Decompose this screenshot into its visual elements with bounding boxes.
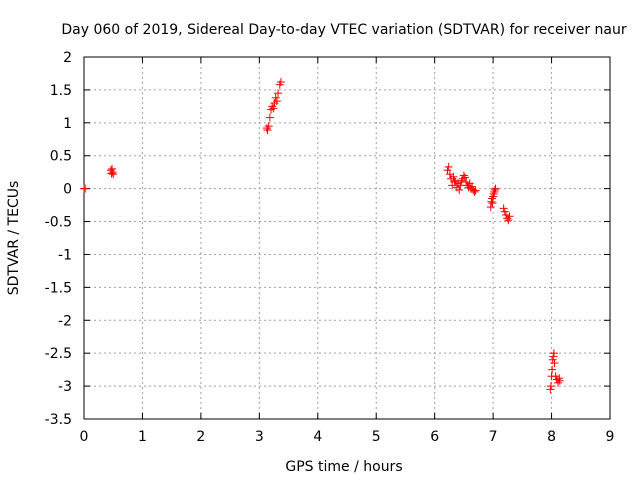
y-tick-label: -3 [58, 379, 72, 395]
data-point [107, 169, 116, 178]
y-axis-label: SDTVAR / TECUs [6, 181, 22, 296]
data-point [488, 199, 497, 208]
data-point [457, 176, 466, 185]
data-point [487, 194, 496, 203]
grid-lines [84, 57, 610, 419]
x-tick-label: 4 [313, 429, 322, 445]
data-point [490, 187, 499, 196]
y-tick-label: -0.5 [45, 215, 72, 231]
data-point [271, 93, 280, 102]
y-tick-label: 1 [63, 116, 72, 132]
data-point [490, 185, 499, 194]
data-point [81, 184, 90, 193]
data-point [548, 355, 557, 364]
y-tick-label: -2 [58, 313, 72, 329]
data-point [269, 104, 278, 113]
y-tick-label: -1.5 [45, 280, 72, 296]
data-point [459, 171, 468, 180]
data-point [491, 184, 500, 193]
data-point [546, 382, 555, 391]
data-point [455, 185, 464, 194]
data-point [263, 126, 272, 135]
data-point [462, 178, 471, 187]
data-point [274, 89, 283, 98]
data-point [108, 168, 117, 177]
data-point [489, 189, 498, 198]
y-tick-label: 0 [63, 182, 72, 198]
data-point [456, 181, 465, 190]
data-point [551, 372, 560, 381]
data-point [449, 172, 458, 181]
data-point [500, 207, 509, 216]
data-point [468, 182, 477, 191]
data-point [471, 186, 480, 195]
y-tick-label: 2 [63, 50, 72, 66]
data-point [555, 376, 564, 385]
data-point [444, 162, 453, 171]
x-tick-label: 8 [547, 429, 556, 445]
x-tick-label: 6 [430, 429, 439, 445]
y-tick-label: -1 [58, 247, 72, 263]
x-axis-label: GPS time / hours [285, 459, 402, 475]
y-tick-label: -2.5 [45, 346, 72, 362]
data-point [553, 378, 562, 387]
data-point [550, 359, 559, 368]
x-axis-tick-labels: 0 1 2 3 4 5 6 7 8 9 [80, 429, 615, 445]
data-point [264, 122, 273, 131]
data-point [505, 212, 514, 221]
data-point [265, 113, 274, 122]
y-tick-label: 1.5 [50, 83, 72, 99]
x-tick-label: 7 [489, 429, 498, 445]
data-point [486, 203, 495, 212]
x-tick-label: 2 [196, 429, 205, 445]
y-tick-label: 0.5 [50, 149, 72, 165]
chart-title: Day 060 of 2019, Sidereal Day-to-day VTE… [61, 22, 627, 38]
x-tick-label: 1 [138, 429, 147, 445]
data-point [262, 124, 271, 133]
data-point [272, 97, 281, 106]
data-point [448, 181, 457, 190]
x-tick-label: 5 [372, 429, 381, 445]
plot-area-frame [83, 56, 611, 420]
data-point [501, 210, 510, 219]
data-point [487, 197, 496, 206]
data-point [499, 204, 508, 213]
x-tick-label: 0 [80, 429, 89, 445]
data-point [108, 164, 117, 173]
data-point [546, 385, 555, 394]
data-point [504, 216, 513, 225]
data-point [276, 78, 285, 87]
data-point [461, 173, 470, 182]
data-point [109, 170, 118, 179]
data-points [80, 78, 564, 394]
data-point [548, 365, 557, 374]
data-point [470, 187, 479, 196]
data-point [549, 349, 558, 358]
x-tick-label: 3 [255, 429, 264, 445]
y-tick-label: -3.5 [45, 412, 72, 428]
data-point [549, 352, 558, 361]
y-axis-tick-labels: 2 1.5 1 0.5 0 -0.5 -1 -1.5 -2 -2.5 -3 -3.5 [45, 50, 72, 428]
x-tick-label: 9 [606, 429, 615, 445]
